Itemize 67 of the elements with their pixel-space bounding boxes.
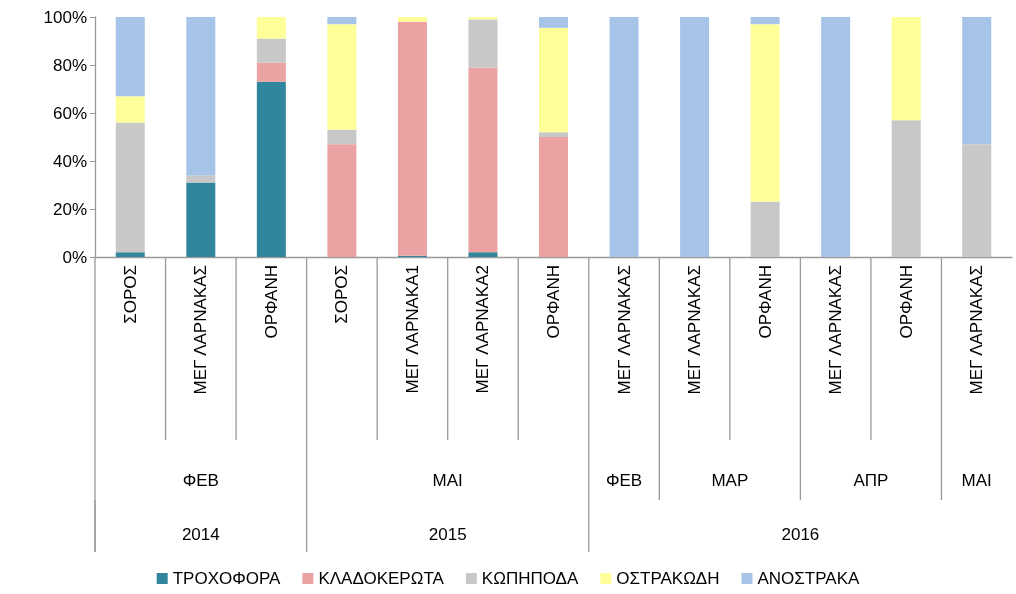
y-tick-label: 20% (52, 199, 87, 219)
text: ΜΑΙ (961, 470, 992, 490)
x-tick-label: ΟΡΦΑΝΗ (261, 265, 281, 339)
bar (256, 38, 286, 63)
text: ΦΕΒ (605, 470, 643, 490)
text: ΜΑΡ (711, 470, 749, 490)
bar (256, 62, 286, 82)
bar (680, 17, 710, 257)
y-tick-label: 40% (52, 151, 87, 171)
legend-label: ΑΝΟΣΤΡΑΚΑ (757, 569, 860, 588)
text: ΑΠΡ (853, 470, 889, 490)
x-tick-label: ΟΡΦΑΝΗ (544, 265, 563, 339)
x-tick-label: ΜΕΓ ΛΑΡΝΑΚΑ2 (473, 265, 493, 394)
bar (539, 27, 568, 133)
bar (750, 201, 780, 257)
bar (539, 137, 568, 257)
x-tick-label: ΜΕΓ ΛΑΡΝΑΚΑΣ (826, 265, 846, 395)
bar (115, 122, 145, 253)
text: ΜΑΙ (432, 470, 463, 490)
bar (115, 252, 145, 257)
x-tick-label: ΟΡΦΑΝΗ (755, 265, 775, 339)
legend-label: ΚΛΑΔΟΚΕΡΩΤΑ (318, 569, 445, 588)
text: 2014 (181, 524, 220, 544)
x-tick-label: ΜΕΓ ΛΑΡΝΑΚΑΣ (614, 265, 634, 395)
x-tick-label: ΟΡΦΑΝΗ (896, 265, 916, 339)
bar (539, 132, 568, 137)
bar (891, 17, 921, 121)
bar (186, 182, 216, 257)
bar (256, 17, 286, 39)
bar (821, 17, 851, 257)
y-tick-label: 60% (52, 103, 87, 123)
bar (327, 144, 357, 257)
y-tick-label: 0% (62, 247, 87, 267)
text: ΦΕΒ (182, 470, 219, 490)
bar (327, 129, 357, 145)
bar (256, 81, 286, 257)
text: 2015 (428, 524, 467, 544)
x-tick-label: ΣΟΡΟΣ (332, 265, 352, 324)
bar (115, 96, 145, 123)
legend-label: ΚΩΠΗΠΟΔΑ (481, 569, 579, 588)
bar (115, 17, 145, 97)
bar (891, 120, 921, 257)
bar (327, 17, 357, 25)
bar (186, 17, 216, 176)
bar (750, 24, 780, 202)
text: 2016 (781, 524, 820, 544)
bar (750, 17, 780, 25)
x-tick-label: ΜΕΓ ΛΑΡΝΑΚΑΣ (685, 265, 705, 395)
legend-label: ΟΣΤΡΑΚΩΔΗ (616, 569, 720, 588)
y-tick-label: 100% (43, 7, 87, 27)
bar (609, 17, 639, 257)
y-tick-label: 80% (52, 55, 87, 75)
x-tick-label: ΜΕΓ ΛΑΡΝΑΚΑΣ (191, 265, 211, 395)
bar (468, 252, 498, 257)
bar (397, 21, 427, 256)
x-tick-label: ΜΕΓ ΛΑΡΝΑΚΑΣ (967, 265, 987, 395)
bar (539, 17, 568, 28)
bar (327, 24, 357, 130)
bar (186, 175, 216, 183)
bar (397, 17, 427, 22)
bar (962, 17, 992, 145)
bar (962, 144, 992, 257)
legend-label: ΤΡΟΧΟΦΟΡΑ (172, 569, 282, 588)
x-tick-label: ΜΕΓ ΛΑΡΝΑΚΑ1 (402, 265, 422, 394)
x-tick-label: ΣΟΡΟΣ (120, 265, 140, 324)
bar (468, 19, 498, 68)
bar (468, 67, 498, 253)
